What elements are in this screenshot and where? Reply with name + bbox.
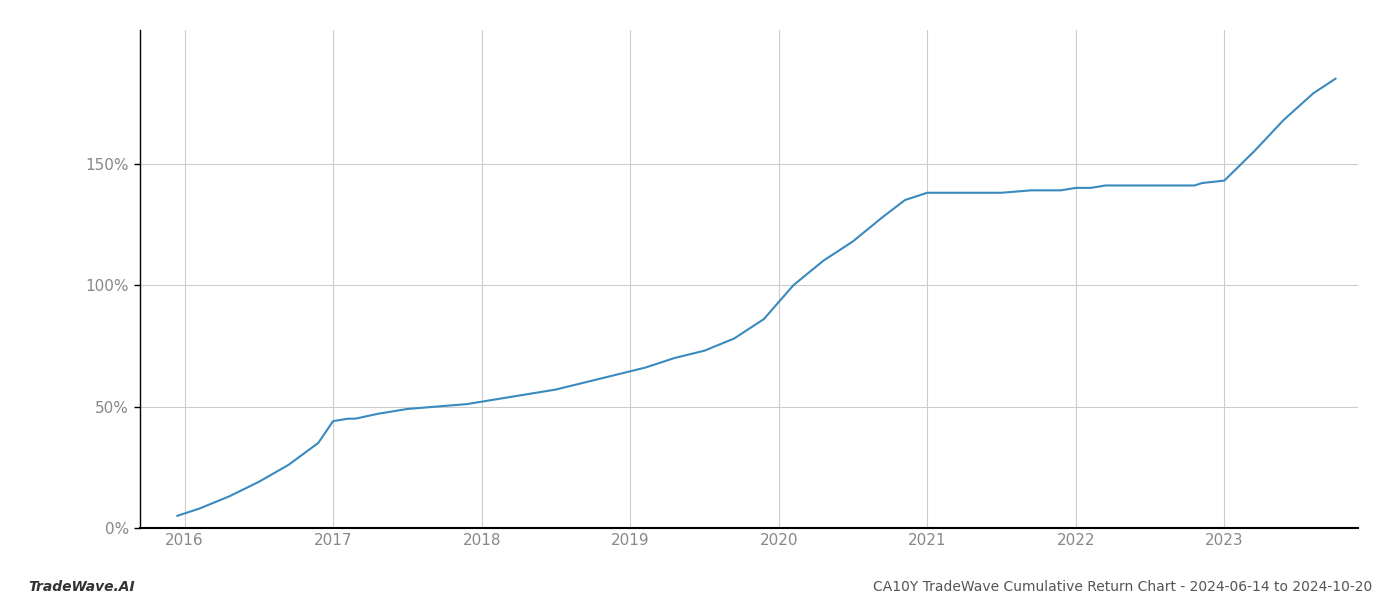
- Text: CA10Y TradeWave Cumulative Return Chart - 2024-06-14 to 2024-10-20: CA10Y TradeWave Cumulative Return Chart …: [872, 580, 1372, 594]
- Text: TradeWave.AI: TradeWave.AI: [28, 580, 134, 594]
